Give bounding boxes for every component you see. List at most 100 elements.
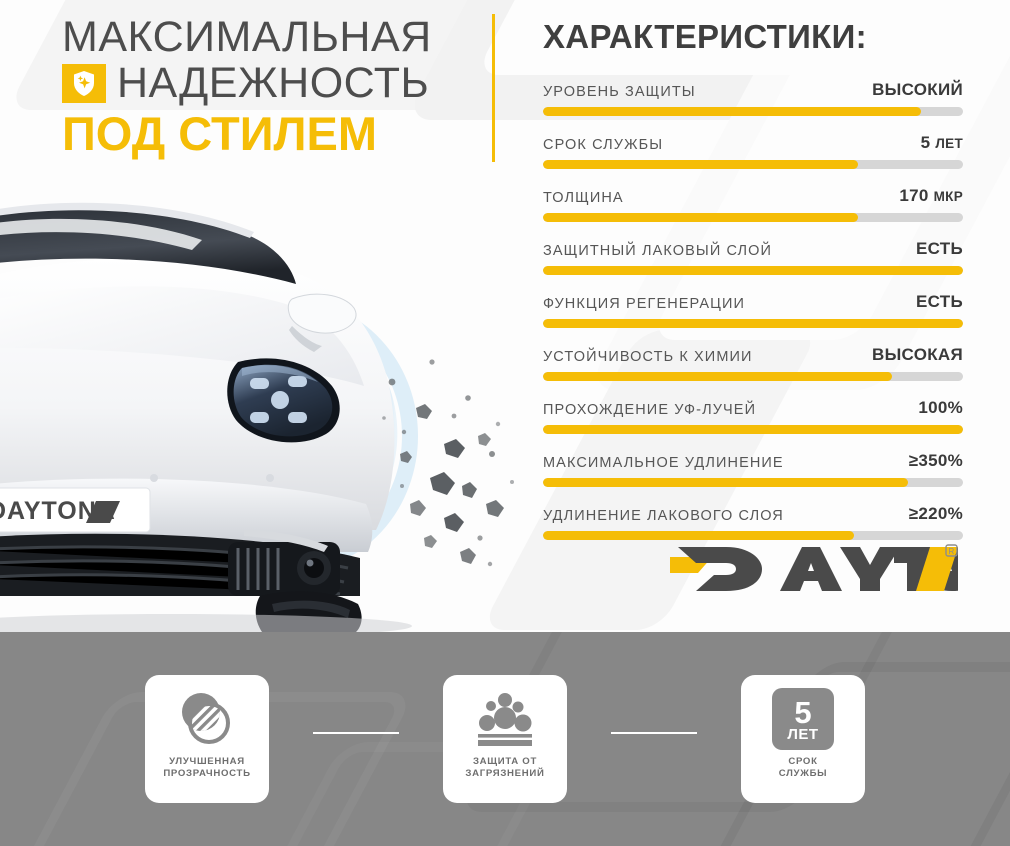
specifications-panel: ХАРАКТЕРИСТИКИ: УРОВЕНЬ ЗАЩИТЫ ВЫСОКИЙ СРО… — [543, 18, 963, 557]
spec-bar-fill — [543, 372, 892, 381]
bottom-section: УЛУЧШЕННАЯ ПРОЗРАЧНОСТЬ — [0, 632, 1010, 846]
spec-row: ПРОХОЖДЕНИЕ УФ-ЛУЧЕЙ 100% — [543, 398, 963, 434]
feature-label-line1: СРОК — [788, 756, 818, 767]
spec-row: СРОК СЛУЖБЫ 5 ЛЕТ — [543, 133, 963, 169]
spec-value-main: ВЫСОКИЙ — [872, 80, 963, 99]
spec-row: МАКСИМАЛЬНОЕ УДЛИНЕНИЕ ≥350% — [543, 451, 963, 487]
spec-label: УРОВЕНЬ ЗАЩИТЫ — [543, 84, 696, 100]
feature-card-service-life[interactable]: 5 ЛЕТ СРОК СЛУЖБЫ — [741, 675, 865, 803]
spec-value: 170 МКР — [899, 186, 963, 206]
spec-bar-fill — [543, 319, 963, 328]
spec-value-unit: МКР — [933, 189, 963, 204]
spec-row-header: ТОЛЩИНА 170 МКР — [543, 186, 963, 206]
year-badge-unit: ЛЕТ — [787, 725, 819, 743]
spec-bar-track — [543, 107, 963, 116]
spec-label: ФУНКЦИЯ РЕГЕНЕРАЦИИ — [543, 296, 746, 312]
spec-row-header: ФУНКЦИЯ РЕГЕНЕРАЦИИ ЕСТЬ — [543, 292, 963, 312]
feature-card-label: СРОК СЛУЖБЫ — [779, 756, 828, 780]
spec-value-main: ЕСТЬ — [916, 239, 963, 258]
five-years-badge-icon: 5 ЛЕТ — [772, 688, 834, 750]
spec-bar-fill — [543, 160, 858, 169]
spec-bar-fill — [543, 213, 858, 222]
headline-divider — [492, 14, 495, 162]
feature-cards: УЛУЧШЕННАЯ ПРОЗРАЧНОСТЬ — [0, 632, 1010, 846]
trademark-symbol: R — [949, 547, 955, 556]
card-connector-line — [313, 732, 399, 734]
shield-sparkle-icon — [62, 64, 106, 104]
feature-label-line1: ЗАЩИТА ОТ — [472, 756, 538, 767]
spec-value: 5 ЛЕТ — [921, 133, 963, 153]
spec-value-main: ≥220% — [908, 504, 963, 523]
spec-value: 100% — [918, 398, 963, 418]
spec-value-main: ≥350% — [908, 451, 963, 470]
specs-title: ХАРАКТЕРИСТИКИ: — [543, 18, 867, 55]
spec-value-main: ЕСТЬ — [916, 292, 963, 311]
spec-row-header: УДЛИНЕНИЕ ЛАКОВОГО СЛОЯ ≥220% — [543, 504, 963, 524]
spec-value-main: ВЫСОКАЯ — [872, 345, 963, 364]
spec-label: ЗАЩИТНЫЙ ЛАКОВЫЙ СЛОЙ — [543, 243, 773, 259]
spec-bar-fill — [543, 531, 854, 540]
headline-line-3: ПОД СТИЛЕМ — [62, 106, 378, 160]
overlapping-circles-icon — [177, 688, 237, 750]
spec-row-header: ПРОХОЖДЕНИЕ УФ-ЛУЧЕЙ 100% — [543, 398, 963, 418]
feature-label-line2: СЛУЖБЫ — [778, 767, 828, 779]
headline-line-2: НАДЕЖНОСТЬ — [117, 58, 430, 107]
spec-row-header: СРОК СЛУЖБЫ 5 ЛЕТ — [543, 133, 963, 153]
spec-bar-track — [543, 372, 963, 381]
spec-row-header: ЗАЩИТНЫЙ ЛАКОВЫЙ СЛОЙ ЕСТЬ — [543, 239, 963, 259]
year-badge: 5 ЛЕТ — [772, 688, 834, 750]
specs-list: УРОВЕНЬ ЗАЩИТЫ ВЫСОКИЙ СРОК СЛУЖБЫ 5 ЛЕТ ТОЛ… — [543, 80, 963, 540]
spec-label: ПРОХОЖДЕНИЕ УФ-ЛУЧЕЙ — [543, 402, 757, 418]
spec-row-header: УСТОЙЧИВОСТЬ К ХИМИИ ВЫСОКАЯ — [543, 345, 963, 365]
spec-label: МАКСИМАЛЬНОЕ УДЛИНЕНИЕ — [543, 455, 784, 471]
spec-value: ≥350% — [909, 451, 963, 471]
car-image: DAYTONA — [0, 186, 522, 632]
spec-row: ТОЛЩИНА 170 МКР — [543, 186, 963, 222]
spec-value-main: 100% — [918, 398, 963, 417]
top-section: МАКСИМАЛЬНАЯ НАДЕЖНОСТЬ ПОД СТИЛЕМ — [0, 0, 1010, 632]
spec-bar-track — [543, 425, 963, 434]
feature-label-line1: УЛУЧШЕННАЯ — [169, 756, 245, 767]
spec-value: ВЫСОКАЯ — [872, 345, 963, 365]
spec-value: ЕСТЬ — [916, 292, 963, 312]
spec-row-header: УРОВЕНЬ ЗАЩИТЫ ВЫСОКИЙ — [543, 80, 963, 100]
spec-bar-track — [543, 319, 963, 328]
daytona-logo: R — [668, 543, 1010, 600]
spec-bar-track — [543, 266, 963, 275]
feature-card-dirt-protection[interactable]: ЗАЩИТА ОТ ЗАГРЯЗНЕНИЙ — [443, 675, 567, 803]
spec-row: УРОВЕНЬ ЗАЩИТЫ ВЫСОКИЙ — [543, 80, 963, 116]
spec-bar-fill — [543, 478, 909, 487]
feature-label-line2: ЗАГРЯЗНЕНИЙ — [465, 767, 545, 779]
feature-label-line2: ПРОЗРАЧНОСТЬ — [163, 767, 251, 779]
year-badge-number: 5 — [794, 694, 812, 730]
spec-value: ЕСТЬ — [916, 239, 963, 259]
spec-label: УСТОЙЧИВОСТЬ К ХИМИИ — [543, 349, 753, 365]
spec-row-header: МАКСИМАЛЬНОЕ УДЛИНЕНИЕ ≥350% — [543, 451, 963, 471]
spec-bar-track — [543, 478, 963, 487]
spec-value: ≥220% — [909, 504, 963, 524]
spec-label: СРОК СЛУЖБЫ — [543, 137, 664, 153]
card-connector-line — [611, 732, 697, 734]
spec-bar-track — [543, 160, 963, 169]
spec-bar-track — [543, 213, 963, 222]
spec-row: УСТОЙЧИВОСТЬ К ХИМИИ ВЫСОКАЯ — [543, 345, 963, 381]
spec-bar-fill — [543, 266, 963, 275]
spec-bar-fill — [543, 107, 921, 116]
spec-bar-fill — [543, 425, 963, 434]
spec-value-unit: ЛЕТ — [935, 136, 963, 151]
headline: МАКСИМАЛЬНАЯ НАДЕЖНОСТЬ ПОД СТИЛЕМ — [62, 13, 482, 160]
spec-value-main: 5 — [920, 133, 931, 152]
spec-value-main: 170 — [899, 186, 929, 205]
spec-row: ЗАЩИТНЫЙ ЛАКОВЫЙ СЛОЙ ЕСТЬ — [543, 239, 963, 275]
spec-label: ТОЛЩИНА — [543, 190, 624, 206]
feature-card-label: ЗАЩИТА ОТ ЗАГРЯЗНЕНИЙ — [465, 756, 544, 780]
spec-row: УДЛИНЕНИЕ ЛАКОВОГО СЛОЯ ≥220% — [543, 504, 963, 540]
feature-card-transparency[interactable]: УЛУЧШЕННАЯ ПРОЗРАЧНОСТЬ — [145, 675, 269, 803]
spec-row: ФУНКЦИЯ РЕГЕНЕРАЦИИ ЕСТЬ — [543, 292, 963, 328]
headline-line-1: МАКСИМАЛЬНАЯ — [62, 13, 432, 61]
dirt-particles-icon — [474, 688, 536, 750]
spec-label: УДЛИНЕНИЕ ЛАКОВОГО СЛОЯ — [543, 508, 784, 524]
feature-card-label: УЛУЧШЕННАЯ ПРОЗРАЧНОСТЬ — [163, 756, 250, 780]
spec-value: ВЫСОКИЙ — [872, 80, 963, 100]
